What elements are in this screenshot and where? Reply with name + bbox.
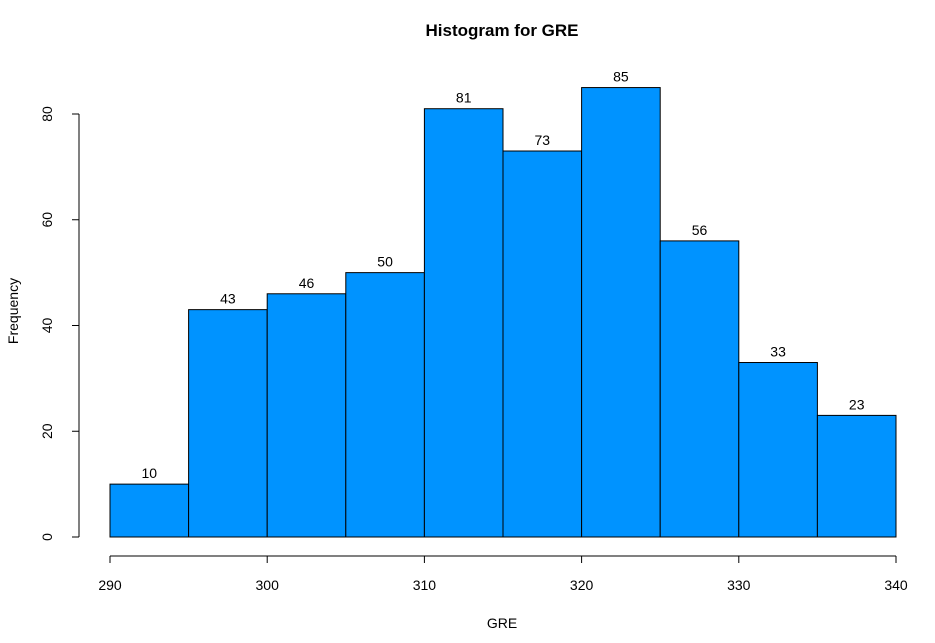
x-tick-label: 330 [727, 577, 751, 593]
y-tick-label: 40 [39, 318, 55, 334]
data-label: 50 [377, 254, 393, 270]
y-tick-label: 20 [39, 423, 55, 439]
x-tick-label: 300 [256, 577, 280, 593]
x-tick-label: 290 [98, 577, 122, 593]
data-label: 85 [613, 69, 629, 85]
bar-310-315 [423, 108, 504, 538]
data-labels-group: 10 43 46 50 81 73 85 56 33 23 [142, 69, 865, 482]
data-label: 23 [849, 396, 865, 412]
y-tick-label: 80 [39, 106, 55, 122]
data-label: 56 [692, 222, 708, 238]
bar-325-330 [659, 240, 740, 538]
data-label: 33 [770, 344, 786, 360]
data-label: 10 [142, 465, 158, 481]
bar-335-340 [816, 414, 897, 538]
bar-315-320 [502, 150, 583, 538]
x-axis-label: GRE [487, 615, 517, 631]
data-label: 43 [220, 291, 236, 307]
chart-title: Histogram for GRE [425, 21, 578, 40]
y-tick-label: 0 [39, 533, 55, 541]
x-tick-label: 320 [570, 577, 594, 593]
bar-295-300 [188, 309, 268, 538]
x-tick-label: 340 [884, 577, 908, 593]
y-tick-label: 60 [39, 212, 55, 228]
y-axis: 0 20 40 60 80 [39, 106, 80, 541]
bars-group [109, 87, 897, 538]
data-label: 81 [456, 90, 472, 106]
x-axis: 290 300 310 320 330 340 [98, 555, 908, 593]
bar-290-295 [109, 483, 190, 538]
y-axis-label: Frequency [5, 278, 21, 344]
bar-305-310 [345, 272, 425, 538]
bar-320-325 [581, 87, 661, 538]
bar-300-305 [266, 293, 347, 538]
data-label: 46 [299, 275, 315, 291]
x-tick-label: 310 [413, 577, 437, 593]
data-label: 73 [535, 132, 551, 148]
bar-330-335 [738, 362, 818, 538]
